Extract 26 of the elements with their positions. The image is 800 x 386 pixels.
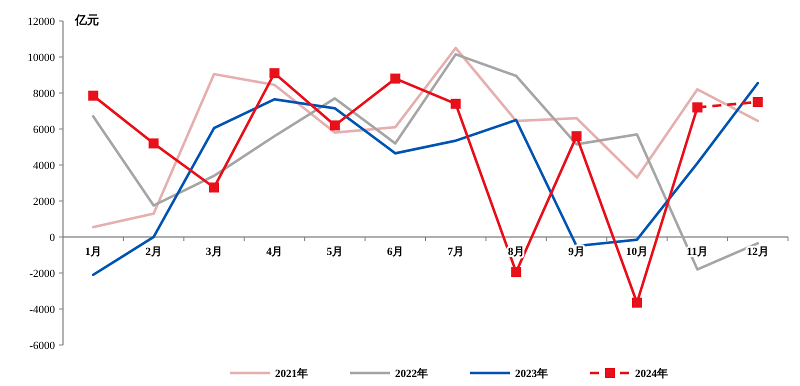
x-tick-label: 6月 <box>387 246 404 258</box>
x-tick-label: 7月 <box>447 246 464 258</box>
x-tick-label: 9月 <box>568 246 585 258</box>
y-tick-label: 4000 <box>33 160 56 172</box>
x-tick-label: 12月 <box>746 246 769 258</box>
y-tick-label: -6000 <box>29 340 56 352</box>
x-tick-label: 5月 <box>326 246 344 258</box>
y-tick-label: 12000 <box>28 16 56 28</box>
legend-label: 2024年 <box>635 367 668 380</box>
y-axis-title: 亿元 <box>74 13 99 27</box>
y-tick-label: 2000 <box>33 196 56 208</box>
y-tick-label: 10000 <box>28 52 56 64</box>
legend-label: 2023年 <box>515 367 548 380</box>
legend-label: 2021年 <box>275 367 308 380</box>
x-tick-label: 4月 <box>266 246 283 258</box>
y-tick-label: 8000 <box>33 88 56 100</box>
x-tick-label: 10月 <box>626 246 648 258</box>
x-tick-label: 11月 <box>686 246 708 258</box>
y-tick-label: -2000 <box>29 268 56 280</box>
x-tick-label: 2月 <box>145 246 162 258</box>
x-tick-label: 3月 <box>206 246 222 258</box>
legend-label: 2022年 <box>395 367 428 380</box>
x-tick-label: 1月 <box>84 246 102 258</box>
y-tick-label: 0 <box>50 232 56 244</box>
y-tick-label: 6000 <box>33 124 56 136</box>
y-tick-label: -4000 <box>29 304 56 316</box>
